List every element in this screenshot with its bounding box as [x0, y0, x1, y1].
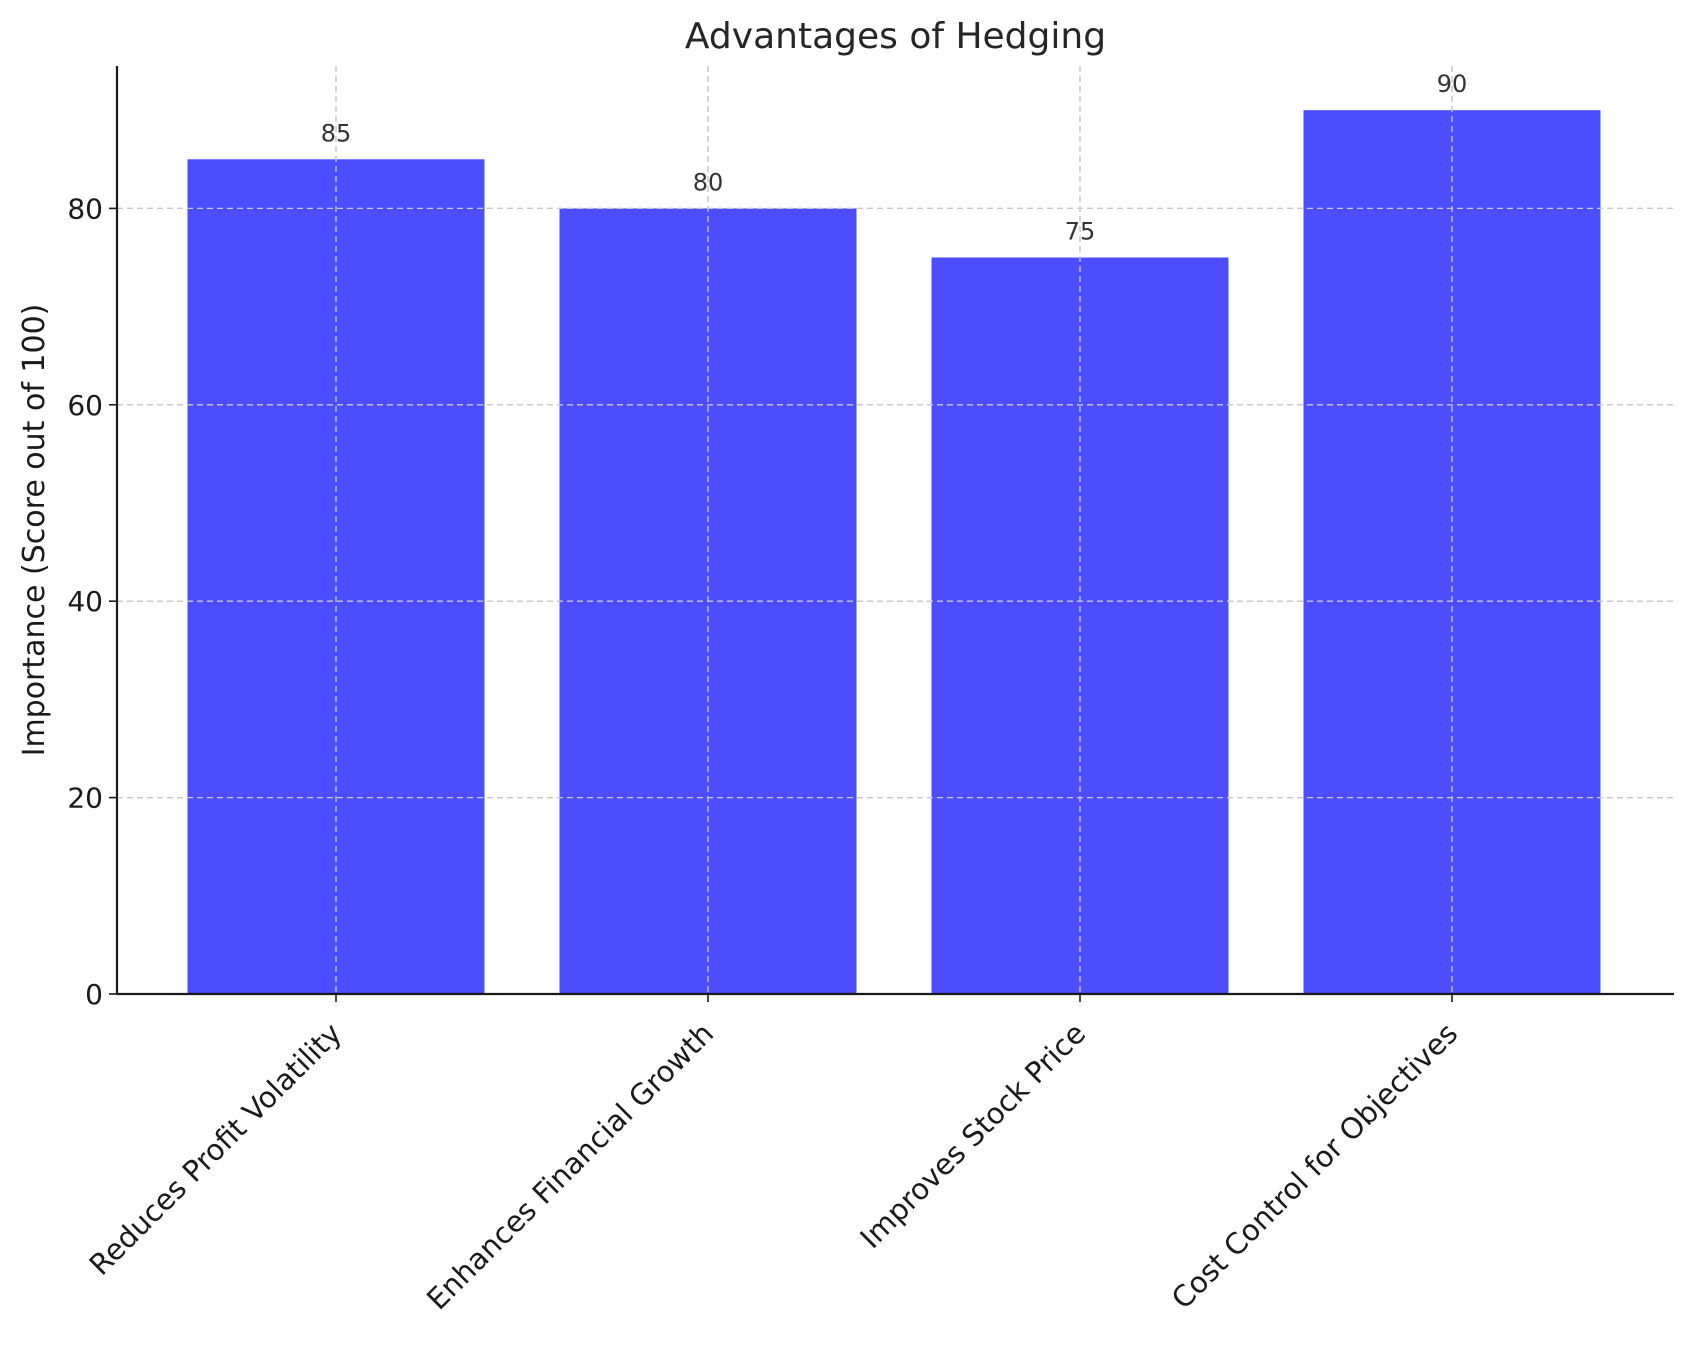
data-label: 75 [1065, 217, 1096, 245]
y-ticks: 0 20 40 60 80 [67, 192, 117, 1011]
bars [117, 66, 1674, 994]
y-tick-label: 20 [67, 782, 103, 815]
data-labels: 85 80 75 90 [321, 70, 1468, 245]
y-axis-label: Importance (Score out of 100) [17, 304, 52, 757]
y-tick-label: 40 [67, 585, 103, 618]
data-label: 80 [693, 168, 724, 196]
chart-title: Advantages of Hedging [685, 16, 1106, 57]
x-tick-label: Enhances Financial Growth [420, 1016, 720, 1316]
x-tick-label: Cost Control for Objectives [1165, 1016, 1464, 1315]
x-tick-label: Improves Stock Price [853, 1016, 1092, 1255]
x-tick-label: Reduces Profit Volatility [83, 1016, 349, 1282]
y-tick-label: 0 [85, 978, 103, 1011]
y-tick-label: 60 [67, 389, 103, 422]
x-ticks: Reduces Profit Volatility Enhances Financ… [83, 994, 1464, 1316]
y-tick-label: 80 [67, 192, 103, 225]
axes [115, 66, 1674, 996]
data-label: 90 [1437, 70, 1468, 98]
data-label: 85 [321, 119, 352, 147]
